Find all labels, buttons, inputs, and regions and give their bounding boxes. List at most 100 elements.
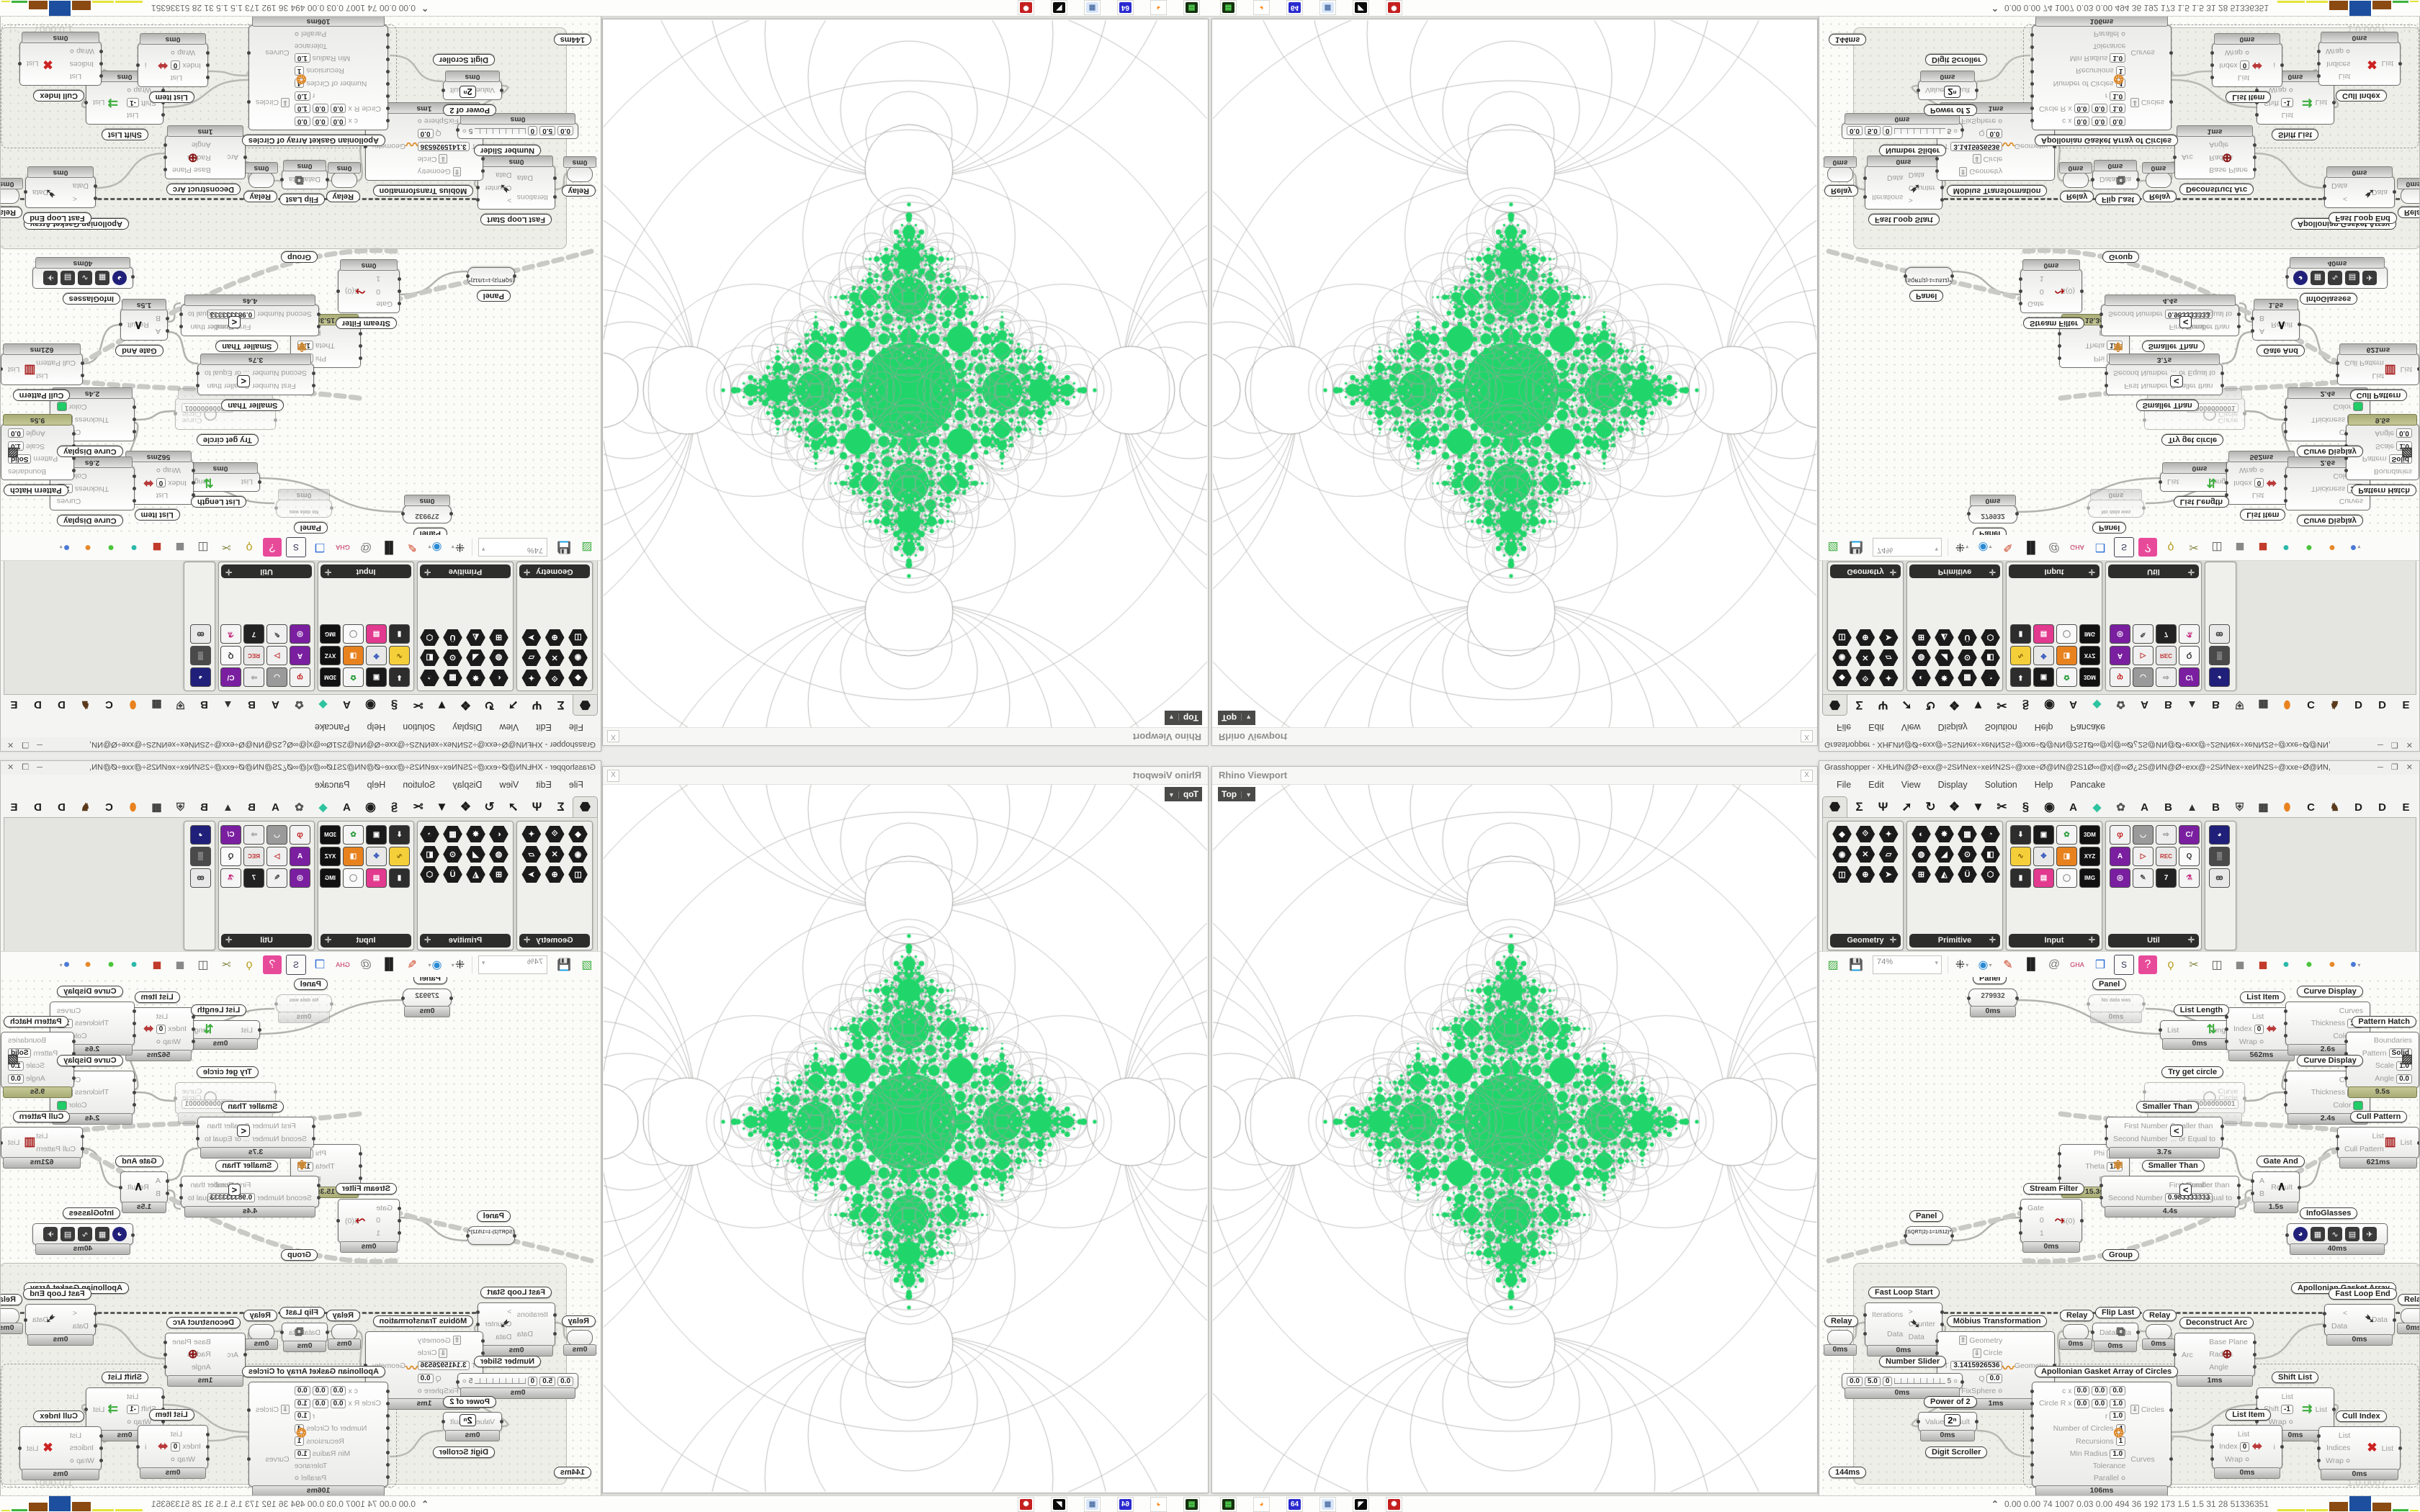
tab-b-16[interactable]: B — [200, 801, 208, 814]
node-port[interactable] — [2284, 418, 2287, 421]
node-port[interactable] — [99, 74, 103, 78]
tab-icon-9[interactable]: ◉ — [2044, 800, 2055, 814]
gh-node-stream-filter[interactable]: Gate 0 1 S(0) ⤳ 0ms — [336, 1199, 401, 1253]
gh-node-infoglasses[interactable]: ◕ ▦ ∿ ▤ ✈ 40ms — [32, 257, 135, 289]
node-port[interactable] — [72, 469, 76, 472]
node-label-tag[interactable]: Number Slider — [473, 145, 541, 156]
component-icon[interactable]: ▷ — [266, 847, 287, 866]
node-port[interactable] — [161, 113, 165, 117]
palette-footer-primitive[interactable]: Primitive ✛ — [1909, 934, 2000, 948]
node-port[interactable] — [2253, 168, 2257, 171]
component-icon[interactable]: ⊙ — [442, 845, 463, 863]
component-icon[interactable]: ✦ — [1878, 669, 1899, 687]
node-port[interactable] — [2237, 325, 2241, 328]
component-icon[interactable]: IMG — [2079, 624, 2100, 644]
node-label-tag[interactable]: Shift List — [101, 129, 148, 140]
node-port[interactable] — [84, 1408, 88, 1411]
node-port[interactable] — [476, 186, 480, 189]
tab-e-25[interactable]: E — [0, 695, 2, 715]
component-icon[interactable]: ✦ — [1878, 826, 1899, 842]
tab-d-22[interactable]: D — [58, 698, 66, 711]
toolbar-icon-15[interactable]: ◼ — [152, 959, 162, 971]
node-port[interactable] — [2030, 82, 2034, 86]
component-icon[interactable]: ✿ — [2056, 825, 2077, 845]
node-label-tag[interactable]: Fast Loop Start — [480, 214, 552, 225]
node-label-tag[interactable]: Relay — [2398, 207, 2419, 218]
menu-item-display[interactable]: Display — [1937, 722, 1968, 732]
gh-node-cull-index[interactable]: List Indices Wrap ○ List ✖ 0ms — [2317, 32, 2402, 86]
component-icon[interactable]: ✦ — [521, 669, 542, 687]
node-label-tag[interactable]: Curve Display — [57, 986, 123, 997]
node-label-tag[interactable]: Panel — [293, 522, 328, 534]
node-port[interactable] — [2058, 1164, 2061, 1168]
gh-node-panel[interactable]: (SQRT(2)-1=1/512)*1 — [1904, 267, 1954, 286]
node-label-tag[interactable]: Flip Last — [2095, 194, 2141, 205]
node-port[interactable] — [2323, 184, 2326, 188]
component-icon[interactable]: ⚗ — [220, 868, 241, 888]
node-label-tag[interactable]: 144ms — [553, 34, 591, 45]
gh-node-cull-pattern[interactable]: List Cull Pattern List ▥ 621ms — [1, 1127, 84, 1169]
menu-item-pancake[interactable]: Pancake — [2070, 780, 2106, 790]
node-port[interactable] — [174, 412, 177, 416]
tab-d-23[interactable]: D — [2378, 801, 2386, 814]
taskbar-icon-firefox[interactable]: ◕ — [1253, 0, 1270, 15]
component-icon[interactable]: C/ — [2179, 825, 2200, 845]
component-icon[interactable]: ⊞ — [1912, 866, 1931, 883]
grasshopper-titlebar[interactable]: Grasshopper - XHȽИN@Ø÷exx@÷2SИNex÷xeИN2S… — [1, 761, 601, 775]
toolbar-icon-0[interactable]: ▨ — [1827, 959, 1839, 971]
node-port[interactable] — [99, 1434, 103, 1438]
menu-item-view[interactable]: View — [1901, 722, 1921, 732]
gh-node-smaller-than[interactable]: First Number Second Number 0.983333333 Smal… — [179, 1176, 321, 1218]
node-port[interactable] — [133, 487, 136, 490]
tab-◆-11[interactable]: ◆ — [318, 801, 328, 814]
node-port[interactable] — [336, 1219, 340, 1223]
component-icon[interactable]: ꙭ — [190, 624, 211, 644]
menu-item-solution[interactable]: Solution — [403, 780, 436, 790]
node-port[interactable] — [2019, 1219, 2022, 1223]
node-port[interactable] — [192, 481, 195, 485]
viewport-tab-top[interactable]: Top▼ — [1218, 711, 1256, 725]
node-port[interactable] — [2284, 487, 2287, 490]
tab-icon-2[interactable]: Ψ — [532, 800, 542, 814]
node-label-tag[interactable]: Relay — [1824, 185, 1859, 197]
node-port[interactable] — [2030, 1390, 2034, 1393]
node-port[interactable] — [196, 372, 200, 375]
menu-item-view[interactable]: View — [499, 780, 519, 790]
component-icon[interactable]: ჶ — [2110, 667, 2130, 687]
toolbar-icon-1[interactable]: 💾 — [557, 959, 571, 971]
node-port[interactable] — [1863, 1331, 1867, 1336]
expand-icon[interactable]: ✛ — [1889, 936, 1896, 945]
component-icon[interactable]: REC — [2156, 646, 2177, 665]
component-icon[interactable]: REC — [2156, 847, 2177, 866]
node-port[interactable] — [2253, 1365, 2257, 1369]
gh-node-cull-index[interactable]: List Indices Wrap ○ List ✖ 0ms — [18, 1426, 103, 1480]
node-port[interactable] — [398, 1207, 401, 1210]
tab-icon-8[interactable]: § — [390, 800, 398, 814]
node-port[interactable] — [2030, 1414, 2034, 1418]
gh-node-fast-loop-end[interactable]: < Data Data ➴ 0ms — [24, 166, 97, 208]
component-icon[interactable]: ✥ — [2033, 847, 2054, 866]
node-label-tag[interactable]: Cull Index — [2336, 1410, 2387, 1422]
component-icon[interactable]: ▒ — [190, 646, 211, 665]
node-port[interactable] — [2284, 1034, 2287, 1038]
component-icon[interactable]: ◕ — [2209, 825, 2230, 845]
gh-node-shift-list[interactable]: List Shift -1 Wrap ○ List ⇉ 0ms — [2255, 71, 2336, 125]
node-label-tag[interactable]: Möbius Transformation — [1946, 1315, 2048, 1327]
node-port[interactable] — [386, 1463, 390, 1467]
node-port[interactable] — [2285, 1233, 2289, 1237]
tab-icon-4[interactable]: ↻ — [484, 800, 495, 814]
component-icon[interactable]: 3DM — [320, 825, 341, 845]
expand-icon[interactable]: ✛ — [1989, 936, 1996, 945]
gh-node-panel[interactable]: No data was 0ms — [274, 489, 333, 518]
component-icon[interactable]: ⊕ — [544, 865, 565, 883]
node-label-tag[interactable]: Relay — [561, 185, 596, 197]
chevron-up-icon[interactable]: ⌃ — [1991, 1499, 1999, 1509]
menu-item-solution[interactable]: Solution — [1984, 780, 2017, 790]
node-port[interactable] — [136, 1445, 140, 1449]
node-port[interactable] — [326, 1331, 329, 1334]
component-icon[interactable]: ∿ — [389, 646, 410, 665]
node-port[interactable] — [2344, 1052, 2348, 1056]
component-icon[interactable]: ✸ — [465, 825, 486, 843]
toolbar-icon-4[interactable]: ✎ — [407, 541, 417, 553]
node-port[interactable] — [481, 1339, 485, 1343]
